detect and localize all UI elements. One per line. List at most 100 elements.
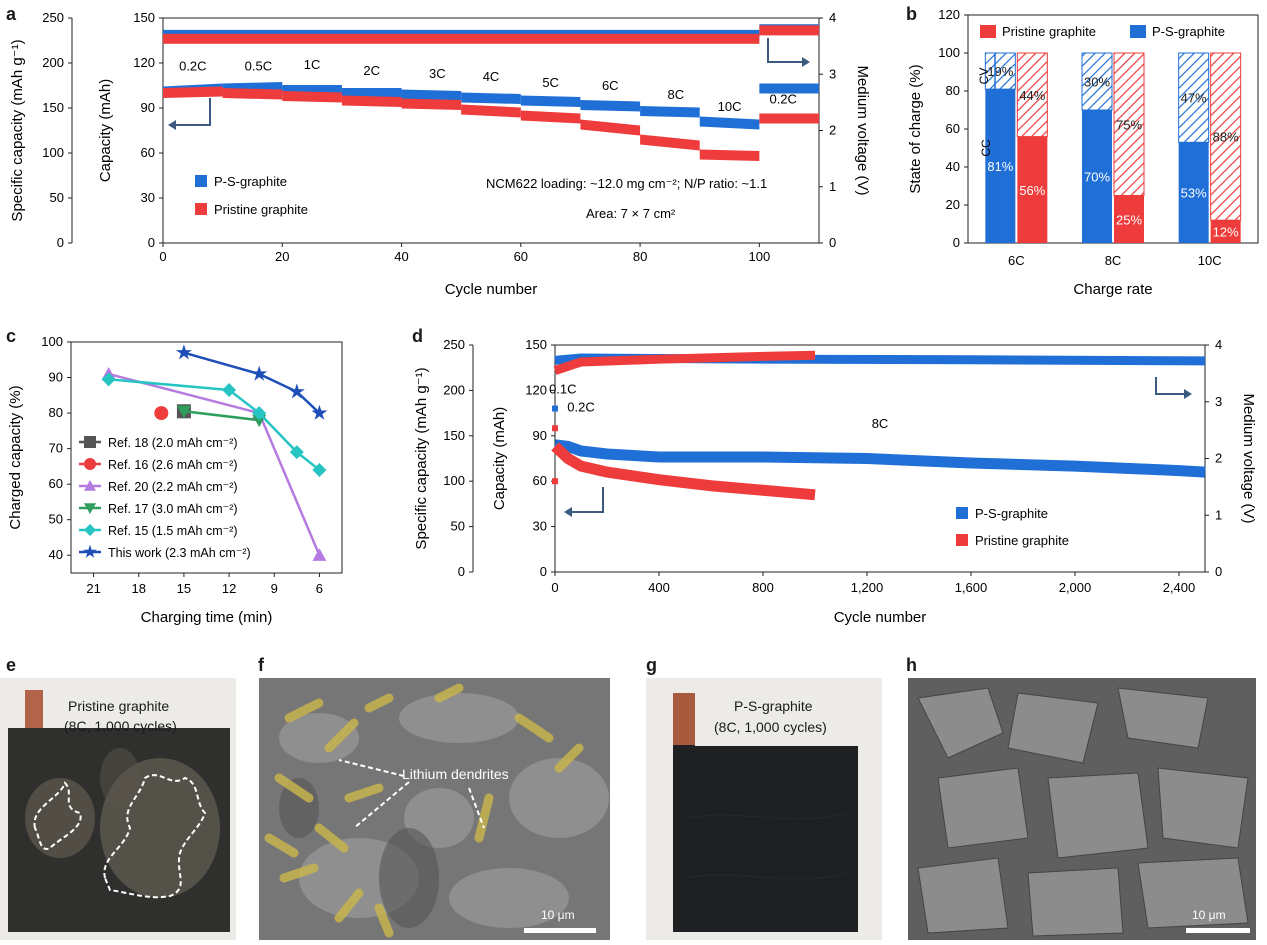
bar-cc-label-b: 53% xyxy=(1181,186,1207,201)
photo-g-label-line1: P-S-graphite xyxy=(734,698,813,714)
arrow-head-capacity-d xyxy=(564,507,572,517)
x-tick-label-a: 0 xyxy=(159,249,166,264)
x-axis-label-b: Charge rate xyxy=(1073,281,1152,298)
bar-cv-label-b: 88% xyxy=(1213,130,1239,145)
series-line-c xyxy=(183,410,260,422)
bar-cc-b xyxy=(1114,195,1144,243)
rate-label-a: 0.5C xyxy=(245,59,272,74)
x-axis-label-a: Cycle number xyxy=(445,281,538,298)
x-tick-label-d: 1,200 xyxy=(851,580,884,595)
y-axis-label-inner-a: Capacity (mAh) xyxy=(97,79,114,182)
capacity-segment-a xyxy=(341,88,402,98)
panel-letter-h: h xyxy=(906,655,917,675)
capacity-band-d xyxy=(554,439,1206,478)
pristine-electrode-drawing xyxy=(8,690,230,932)
y-tick-label-capacity-a: 150 xyxy=(133,10,155,25)
rate-label-a: 8C xyxy=(668,87,685,102)
rate-label-a: 10C xyxy=(718,99,742,114)
capacity-segment-a xyxy=(759,113,819,124)
y-tick-label-specific-d: 100 xyxy=(443,473,465,488)
legend-swatch-d xyxy=(956,534,968,546)
x-tick-label-c: 21 xyxy=(86,581,100,596)
y-tick-label-specific-d: 250 xyxy=(443,337,465,352)
sem-h-scale-bar-label: 10 μm xyxy=(1192,908,1226,922)
capacity-segment-a xyxy=(163,86,223,98)
y-tick-label-capacity-a: 120 xyxy=(133,55,155,70)
marker-star xyxy=(175,344,192,360)
y-tick-label-specific-d: 150 xyxy=(443,428,465,443)
bar-cv-b xyxy=(1113,52,1145,196)
y-tick-label-b: 0 xyxy=(953,235,960,250)
low-rate-marker-d xyxy=(552,478,558,485)
y-tick-label-voltage-d: 2 xyxy=(1215,451,1222,466)
bar-cv-b xyxy=(1016,52,1048,138)
low-rate-marker-d xyxy=(552,425,558,432)
y-tick-label-voltage-a: 3 xyxy=(829,66,836,81)
sem-f-texture xyxy=(259,678,610,940)
y-tick-label-voltage-d: 1 xyxy=(1215,507,1222,522)
y-tick-label-voltage-a: 1 xyxy=(829,179,836,194)
y-tick-label-capacity-d: 90 xyxy=(533,428,547,443)
plot-frame-c xyxy=(70,341,343,574)
rate-label-a: 6C xyxy=(602,78,619,93)
capacity-segment-a xyxy=(699,116,760,130)
y-tick-label-c: 100 xyxy=(41,334,63,349)
marker-triangle-up xyxy=(312,548,327,561)
bar-cc-label-b: 25% xyxy=(1116,212,1142,227)
y-tick-label-b: 40 xyxy=(946,159,960,174)
sem-f-pristine: Lithium dendrites 10 μm xyxy=(259,678,610,940)
legend-label-d: P-S-graphite xyxy=(975,506,1048,521)
panel-letter-e: e xyxy=(6,655,17,675)
arrow-capacity-a xyxy=(172,98,211,126)
y-tick-label-b: 60 xyxy=(946,121,960,136)
y-tick-label-voltage-d: 0 xyxy=(1215,564,1222,579)
y-tick-label-voltage-a: 0 xyxy=(829,235,836,250)
marker-diamond xyxy=(312,462,327,477)
x-tick-label-d: 800 xyxy=(752,580,774,595)
voltage-band-a xyxy=(759,25,819,36)
panel-letter-a: a xyxy=(6,4,17,24)
photo-g-ps-pouch: P-S-graphite (8C, 1,000 cycles) xyxy=(646,678,882,940)
voltage-band-d xyxy=(553,350,816,375)
y-axis-label-c: Charged capacity (%) xyxy=(7,385,24,529)
y-tick-label-capacity-d: 60 xyxy=(533,473,547,488)
chart-c-charged-capacity: 21 18 15 12 9 6 40 50 60 70 80 90 100 Charging time (… xyxy=(7,334,343,626)
rate-label-a: 4C xyxy=(483,69,500,84)
photo-e-label-line2: (8C, 1,000 cycles) xyxy=(64,718,177,734)
sem-f-dendrite-label: Lithium dendrites xyxy=(402,766,509,782)
x-tick-label-b: 10C xyxy=(1198,253,1222,268)
panel-letter-d: d xyxy=(412,326,423,346)
y-tick-label-c: 40 xyxy=(49,547,63,562)
legend-label-c: Ref. 18 (2.0 mAh cm⁻²) xyxy=(108,436,238,450)
arrow-voltage-a xyxy=(767,38,806,63)
y-tick-label-capacity-d: 30 xyxy=(533,519,547,534)
bar-cv-b xyxy=(1081,52,1113,111)
x-tick-label-d: 2,400 xyxy=(1163,580,1196,595)
marker-circle xyxy=(154,406,169,421)
y-tick-label-specific-a: 50 xyxy=(50,190,64,205)
capacity-segment-a xyxy=(401,89,462,101)
y-tick-label-capacity-a: 60 xyxy=(141,145,155,160)
panel-letter-f: f xyxy=(258,655,264,675)
x-tick-label-c: 6 xyxy=(316,581,323,596)
rate-label-d: 8C xyxy=(872,416,889,431)
marker-diamond xyxy=(101,372,116,387)
chart-a-rate-capability: 0 20 40 60 80 1000306090120150050100150200250… xyxy=(9,10,871,298)
y-tick-label-specific-d: 0 xyxy=(458,564,465,579)
y-tick-label-voltage-a: 4 xyxy=(829,10,836,25)
bar-cv-b xyxy=(1210,52,1242,221)
bar-cc-label-b: 12% xyxy=(1213,225,1239,240)
photo-g-label-line2: (8C, 1,000 cycles) xyxy=(714,719,827,735)
bar-cc-b xyxy=(985,89,1016,243)
capacity-segment-a xyxy=(520,95,581,107)
legend-label-c: Ref. 17 (3.0 mAh cm⁻²) xyxy=(108,502,238,516)
bar-cc-b xyxy=(1082,110,1112,243)
legend-label-b: P-S-graphite xyxy=(1152,24,1225,39)
x-axis-label-c: Charging time (min) xyxy=(141,609,273,626)
marker-star xyxy=(288,383,305,399)
rate-label-a: 1C xyxy=(304,57,321,72)
y-tick-label-specific-a: 150 xyxy=(42,100,64,115)
photo-e-label-line1: Pristine graphite xyxy=(68,698,170,714)
y-tick-label-specific-a: 100 xyxy=(42,145,64,160)
photo-e-pristine-pouch: Pristine graphite (8C, 1,000 cycles) xyxy=(0,678,236,940)
